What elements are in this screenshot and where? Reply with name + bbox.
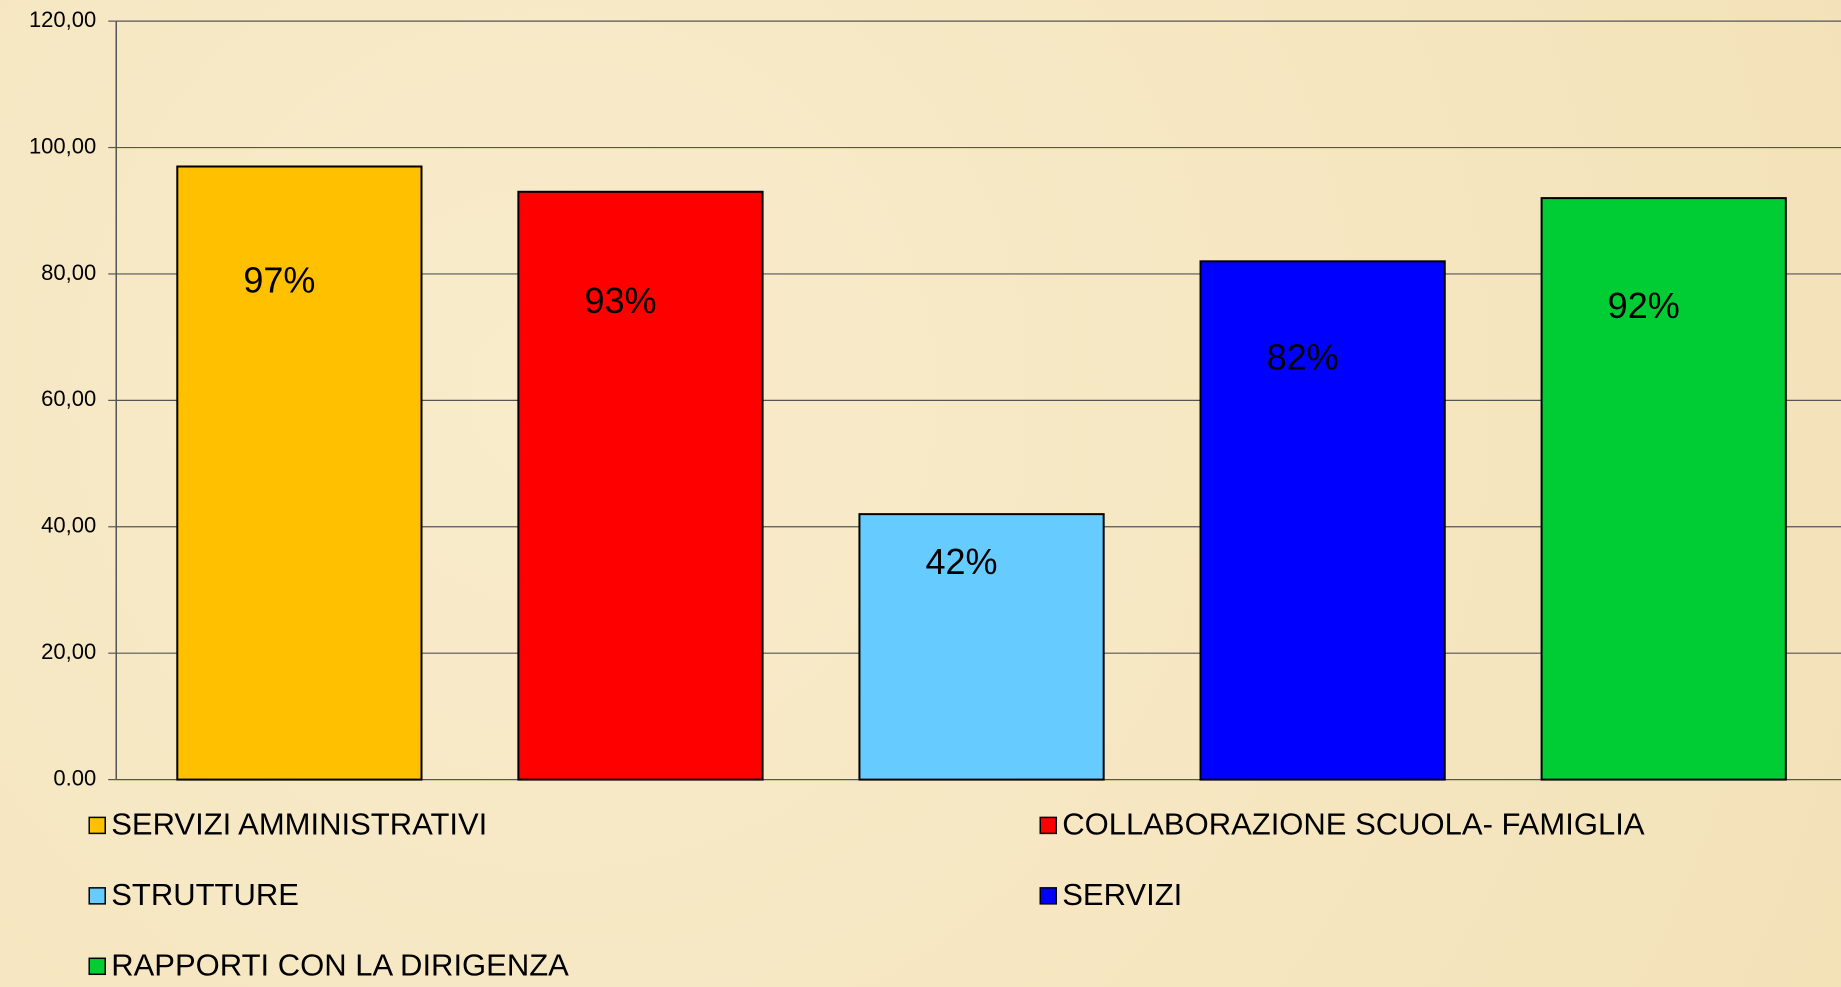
data-label: 92% xyxy=(1608,285,1680,326)
y-tick-label: 60,00 xyxy=(41,386,96,411)
legend-label: SERVIZI xyxy=(1062,877,1182,912)
legend-swatch xyxy=(1039,887,1058,905)
legend-swatch xyxy=(88,887,106,905)
bar xyxy=(517,190,764,781)
legend-swatch xyxy=(88,816,106,835)
bar xyxy=(1199,260,1446,781)
legend-label: RAPPORTI CON LA DIRIGENZA xyxy=(111,947,569,982)
y-tick-label: 100,00 xyxy=(29,133,96,158)
y-tick-label: 0.00 xyxy=(53,765,96,790)
legend-label: SERVIZI AMMINISTRATIVI xyxy=(111,807,487,842)
y-tick-label: 80,00 xyxy=(41,260,96,285)
y-tick-label: 20,00 xyxy=(41,639,96,664)
legend-label: STRUTTURE xyxy=(111,877,299,912)
bar xyxy=(1540,197,1787,781)
y-tick-label: 120,00 xyxy=(29,7,96,32)
bar xyxy=(858,513,1105,781)
legend-label: COLLABORAZIONE SCUOLA- FAMIGLIA xyxy=(1062,807,1645,842)
data-label: 42% xyxy=(926,541,998,582)
data-label: 97% xyxy=(243,260,315,301)
data-label: 82% xyxy=(1267,336,1339,377)
legend-swatch xyxy=(88,957,106,976)
data-label: 93% xyxy=(584,280,656,321)
legend-swatch xyxy=(1039,816,1058,835)
bar xyxy=(176,165,423,781)
y-tick-label: 40,00 xyxy=(41,513,96,538)
